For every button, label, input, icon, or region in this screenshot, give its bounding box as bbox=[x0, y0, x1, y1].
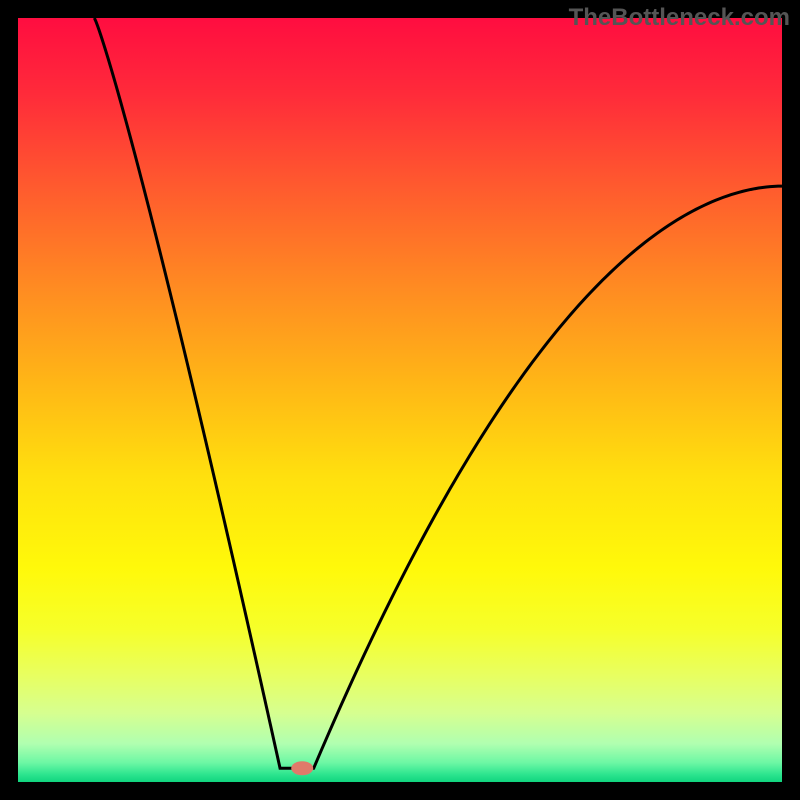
optimal-point-marker bbox=[291, 761, 313, 775]
plot-background-gradient bbox=[18, 18, 782, 782]
chart-stage: TheBottleneck.com bbox=[0, 0, 800, 800]
bottleneck-chart-svg bbox=[0, 0, 800, 800]
